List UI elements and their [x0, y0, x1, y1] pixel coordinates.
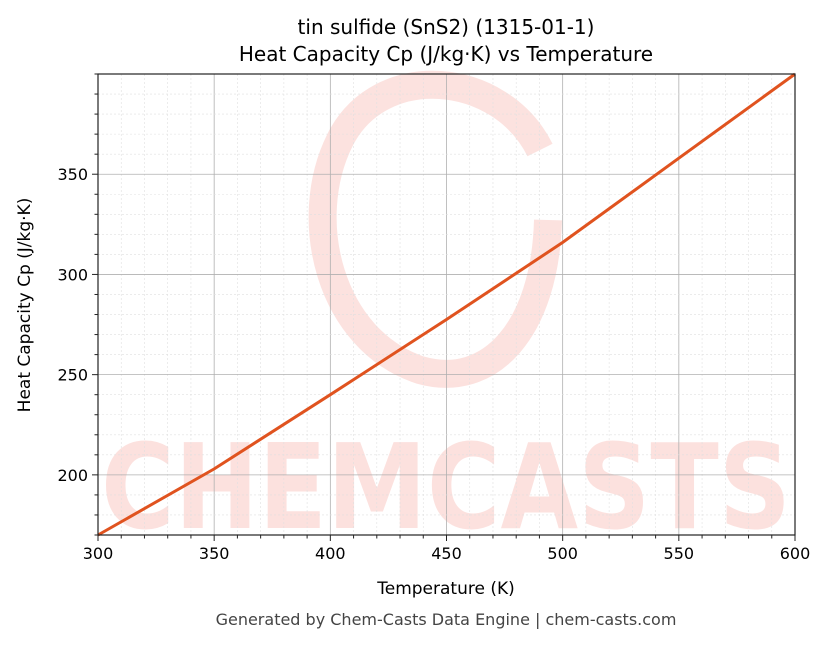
x-tick-label: 550	[664, 544, 695, 563]
chart-subtitle: Heat Capacity Cp (J/kg·K) vs Temperature	[239, 42, 653, 66]
x-tick-label: 500	[547, 544, 578, 563]
chart-title: tin sulfide (SnS2) (1315-01-1)	[298, 15, 595, 39]
x-tick-label: 450	[431, 544, 462, 563]
y-tick-label: 300	[57, 265, 88, 284]
x-tick-label: 400	[315, 544, 346, 563]
y-tick-label: 200	[57, 466, 88, 485]
grid	[97, 73, 796, 536]
y-tick-label: 250	[57, 366, 88, 385]
y-tick-label: 350	[57, 165, 88, 184]
x-tick-label: 350	[199, 544, 230, 563]
y-axis-label: Heat Capacity Cp (J/kg·K)	[15, 198, 35, 413]
watermark-c-logo	[308, 70, 562, 388]
watermark-text: CHEMCASTS	[101, 418, 791, 556]
x-axis-label: Temperature (K)	[376, 579, 515, 599]
footer: Generated by Chem-Casts Data Engine | ch…	[216, 610, 677, 629]
plot-frame	[97, 73, 796, 536]
series-line	[97, 72, 796, 537]
watermark: CHEMCASTS	[101, 70, 791, 556]
x-tick-label: 600	[780, 544, 811, 563]
ticks: 300 350 400 450 500 550 600 200 250 300 350	[57, 73, 811, 563]
x-tick-label: 300	[83, 544, 114, 563]
